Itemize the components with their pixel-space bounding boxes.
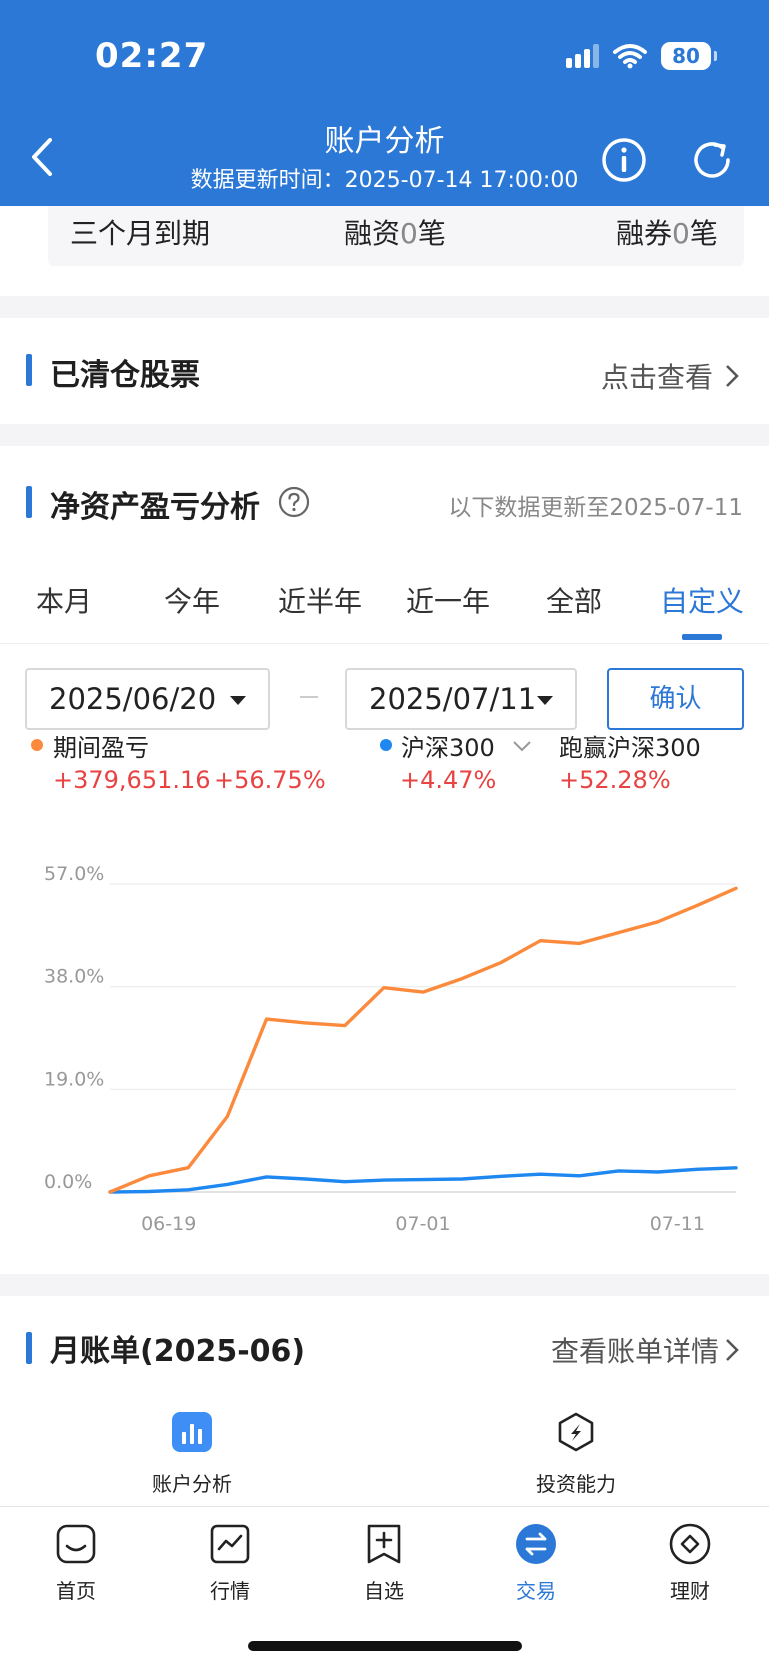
cleared-stocks-view-link[interactable]: 点击查看 <box>601 356 739 396</box>
chevron-right-icon <box>726 365 739 387</box>
nav-wealth-label: 理财 <box>670 1579 710 1603</box>
battery-icon: 80 <box>661 42 717 70</box>
monthly-bill-title: 月账单(2025-06) <box>50 1334 306 1369</box>
back-button[interactable] <box>22 132 62 182</box>
nav-home[interactable]: 首页 <box>16 1523 136 1604</box>
help-icon[interactable] <box>278 486 310 518</box>
home-icon <box>56 1524 96 1564</box>
chevron-right-icon <box>726 1339 739 1361</box>
date-range-separator <box>300 696 318 698</box>
investment-ability-shortcut[interactable]: 投资能力 <box>476 1412 676 1497</box>
section-accent-bar <box>26 486 32 518</box>
start-date-select[interactable]: 2025/06/20 <box>25 668 270 730</box>
chart-update-note: 以下数据更新至2025-07-11 <box>448 495 743 521</box>
y-tick-label: 19.0% <box>44 1068 104 1090</box>
diamond-icon <box>669 1523 711 1565</box>
tab-half-year[interactable]: 近半年 <box>277 585 362 618</box>
end-date-select[interactable]: 2025/07/11 <box>345 668 577 730</box>
wifi-icon <box>613 44 647 69</box>
expiry-box: 三个月到期 融资0笔 融券0笔 <box>48 206 744 266</box>
cleared-stocks-title: 已清仓股票 <box>50 358 200 393</box>
cellular-signal-icon <box>566 44 599 68</box>
home-indicator <box>248 1641 522 1651</box>
tab-this-month[interactable]: 本月 <box>35 585 92 618</box>
account-analysis-label: 账户分析 <box>152 1472 232 1496</box>
nav-trade[interactable]: 交易 <box>476 1523 596 1604</box>
monthly-bill-section: 月账单(2025-06) 查看账单详情 账户分析 投资能力 <box>0 1296 769 1506</box>
confirm-button[interactable]: 确认 <box>607 668 744 730</box>
cleared-stocks-section[interactable]: 已清仓股票 点击查看 <box>0 318 769 424</box>
section-accent-bar <box>26 354 32 386</box>
status-icons: 80 <box>566 42 717 70</box>
x-tick-label: 07-01 <box>395 1213 450 1235</box>
pnl-legend-dot <box>31 739 43 751</box>
expiry-label: 三个月到期 <box>70 217 211 250</box>
info-icon[interactable] <box>600 136 648 184</box>
index-legend-dot <box>380 739 392 751</box>
data-update-time: 数据更新时间：2025-07-14 17:00:00 <box>190 168 579 193</box>
tab-custom[interactable]: 自定义 <box>659 585 744 618</box>
view-link-label: 点击查看 <box>600 361 713 394</box>
account-analysis-shortcut[interactable]: 账户分析 <box>92 1412 292 1497</box>
y-tick-label: 38.0% <box>44 966 104 988</box>
investment-ability-label: 投资能力 <box>536 1472 616 1496</box>
pnl-line-chart: 57.0% 38.0% 19.0% 0.0% 06-19 07-01 07-11 <box>44 863 738 1235</box>
add-bookmark-icon <box>367 1524 401 1564</box>
bill-detail-label: 查看账单详情 <box>550 1335 719 1368</box>
beat-index-label: 跑赢沪深300 <box>559 734 701 762</box>
nav-home-label: 首页 <box>56 1579 96 1603</box>
series-line <box>108 1166 738 1194</box>
beat-index-percent: +52.28% <box>559 766 671 794</box>
series-line <box>108 886 738 1194</box>
nav-trade-label: 交易 <box>516 1579 556 1603</box>
pnl-percent: +56.75% <box>214 766 326 794</box>
margin-count: 融资0笔 <box>344 217 446 250</box>
net-asset-pnl-section: 净资产盈亏分析 以下数据更新至2025-07-11 本月 今年 近半年 近一年 … <box>0 446 769 1274</box>
caret-down-icon <box>537 696 553 705</box>
nav-market[interactable]: 行情 <box>170 1523 290 1604</box>
refresh-icon[interactable] <box>688 136 736 184</box>
pnl-legend-label: 期间盈亏 <box>53 734 149 762</box>
y-tick-label: 0.0% <box>44 1171 92 1193</box>
trend-chart-icon <box>210 1524 250 1564</box>
section-accent-bar <box>26 1332 32 1364</box>
pnl-amount: +379,651.16 <box>53 766 211 794</box>
bill-detail-link[interactable]: 查看账单详情 <box>551 1330 739 1370</box>
page-title: 账户分析 <box>324 124 445 159</box>
status-time: 02:27 <box>95 36 209 76</box>
nav-watchlist[interactable]: 自选 <box>324 1523 444 1604</box>
x-tick-label: 06-19 <box>141 1213 196 1235</box>
active-tab-indicator <box>682 634 722 640</box>
nav-market-label: 行情 <box>210 1579 250 1603</box>
period-tabs: 本月 今年 近半年 近一年 全部 自定义 <box>0 546 769 644</box>
index-legend-label[interactable]: 沪深300 <box>401 734 495 762</box>
x-tick-label: 07-11 <box>650 1213 705 1235</box>
app-header: 02:27 80 账户分析 数据更新时间：2025-07-14 17:00:00 <box>0 0 769 206</box>
expiry-section: 三个月到期 融资0笔 融券0笔 <box>0 206 769 296</box>
compass-shield-icon <box>558 1412 594 1452</box>
chevron-down-icon[interactable] <box>512 740 532 752</box>
caret-down-icon <box>230 696 246 705</box>
bottom-navigation: 首页 行情 自选 交易 理财 <box>0 1506 769 1665</box>
short-count: 融券0笔 <box>616 217 718 250</box>
nav-watchlist-label: 自选 <box>364 1579 404 1603</box>
end-date-value: 2025/07/11 <box>369 682 537 716</box>
net-asset-title: 净资产盈亏分析 <box>50 490 260 525</box>
tab-one-year[interactable]: 近一年 <box>405 585 490 618</box>
bar-chart-icon <box>172 1412 212 1452</box>
tab-all[interactable]: 全部 <box>545 585 602 618</box>
nav-wealth[interactable]: 理财 <box>630 1523 750 1604</box>
y-tick-label: 57.0% <box>44 863 104 885</box>
index-percent: +4.47% <box>400 766 497 794</box>
tab-this-year[interactable]: 今年 <box>163 585 220 618</box>
swap-arrows-icon <box>516 1524 556 1564</box>
start-date-value: 2025/06/20 <box>49 682 217 716</box>
